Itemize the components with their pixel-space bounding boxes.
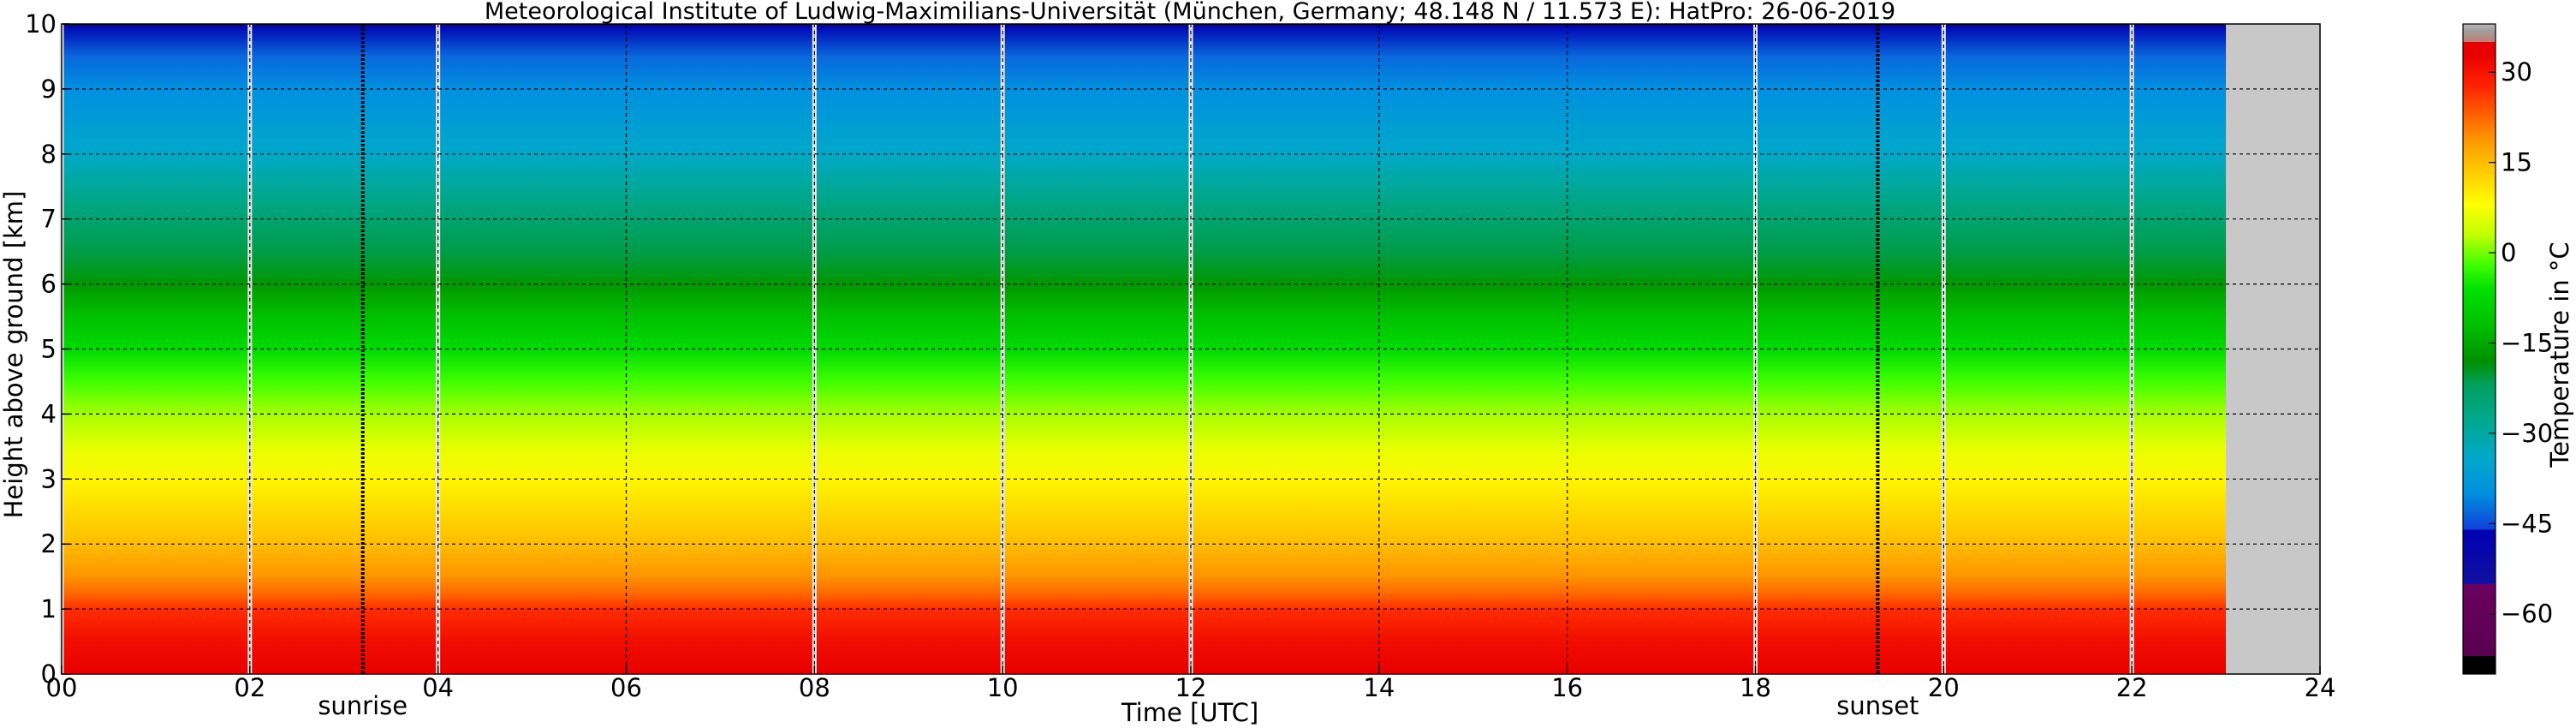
x-axis-ticks: 00 02 04 06 08 10 12 14 16 18 20 22 24 bbox=[46, 665, 2336, 702]
y-axis-label: Height above ground [km] bbox=[0, 191, 28, 519]
y-tick-label: 6 bbox=[41, 270, 57, 299]
y-tick-label: 1 bbox=[41, 594, 57, 624]
sunrise-label: sunrise bbox=[318, 691, 408, 720]
y-tick-label: 7 bbox=[41, 205, 57, 234]
x-tick-label: 22 bbox=[2116, 673, 2148, 702]
y-tick-label: 3 bbox=[41, 464, 57, 493]
y-tick-label: 4 bbox=[41, 399, 57, 428]
y-tick-label: 9 bbox=[41, 75, 57, 104]
x-tick-label: 18 bbox=[1740, 673, 1771, 702]
colorbar-tick-label: −45 bbox=[2501, 509, 2553, 538]
chart-title: Meteorological Institute of Ludwig-Maxim… bbox=[485, 0, 1895, 25]
x-tick-label: 10 bbox=[987, 673, 1019, 702]
y-tick-label: 8 bbox=[41, 140, 57, 169]
colorbar: 30 15 0 −15 −30 −45 −60 bbox=[2462, 23, 2553, 675]
y-tick-label: 5 bbox=[41, 335, 57, 364]
x-tick-label: 02 bbox=[234, 673, 265, 702]
x-tick-label: 06 bbox=[610, 673, 642, 702]
y-tick-label: 10 bbox=[25, 9, 57, 39]
x-tick-label: 16 bbox=[1551, 673, 1583, 702]
sunset-label: sunset bbox=[1836, 691, 1919, 720]
x-tick-label: 00 bbox=[46, 673, 78, 702]
y-tick-label: 2 bbox=[41, 529, 57, 558]
x-tick-label: 04 bbox=[422, 673, 454, 702]
y-axis-ticks: 0 1 2 3 4 5 6 7 8 9 10 bbox=[25, 9, 70, 689]
x-axis-label: Time [UTC] bbox=[1121, 698, 1258, 727]
y-tick-label: 0 bbox=[41, 659, 57, 689]
sun-event-annotations: sunrise sunset bbox=[318, 691, 1919, 720]
colorbar-label: Temperature in °C bbox=[2545, 242, 2574, 468]
colorbar-tick-label: 30 bbox=[2501, 57, 2532, 87]
x-tick-label: 12 bbox=[1175, 673, 1207, 702]
colorbar-tick-label: 15 bbox=[2501, 148, 2532, 177]
colorbar-scale bbox=[2462, 23, 2496, 675]
sun-event-lines bbox=[360, 24, 1880, 674]
grid-lines bbox=[62, 24, 2320, 674]
colorbar-tick-label: −30 bbox=[2501, 419, 2553, 448]
x-tick-label: 24 bbox=[2305, 673, 2336, 702]
x-tick-label: 14 bbox=[1363, 673, 1395, 702]
x-tick-label: 08 bbox=[799, 673, 830, 702]
x-tick-label: 20 bbox=[1928, 673, 1960, 702]
colorbar-tick-label: 0 bbox=[2501, 238, 2516, 267]
colorbar-tick-label: −15 bbox=[2501, 328, 2553, 357]
colorbar-tick-label: −60 bbox=[2501, 600, 2553, 629]
